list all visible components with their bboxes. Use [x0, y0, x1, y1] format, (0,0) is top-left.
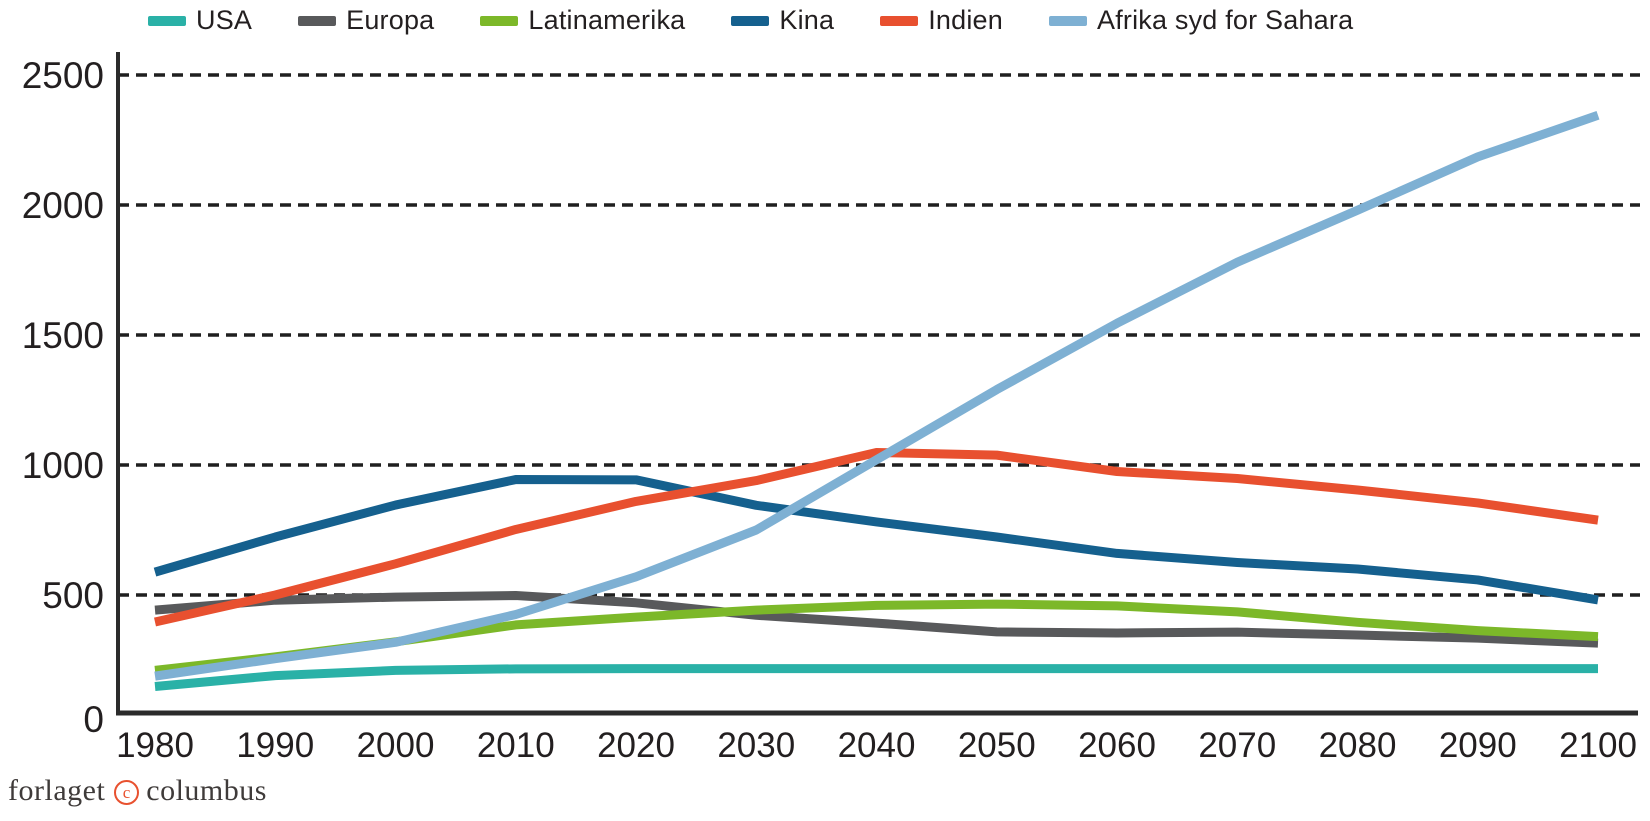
- x-axis-tick-label: 2100: [1559, 726, 1637, 765]
- legend-label: Indien: [928, 5, 1003, 35]
- legend-swatch: [880, 15, 919, 26]
- series-line-indien: [154, 448, 1599, 627]
- legend-item-latinamerika: Latinamerika: [480, 7, 685, 34]
- series-line-usa: [154, 664, 1598, 692]
- copyright-letter: c: [122, 782, 131, 802]
- legend-swatch: [731, 15, 770, 26]
- x-axis-tick-label: 2030: [717, 726, 795, 765]
- legend-label: Europa: [346, 5, 435, 35]
- legend-item-usa: USA: [148, 7, 252, 34]
- x-axis-tick-label: 2040: [838, 726, 916, 765]
- series-line-afrika-syd-for-sahara: [154, 111, 1600, 681]
- legend-item-kina: Kina: [731, 7, 834, 34]
- x-axis-tick-label: 2000: [357, 726, 435, 765]
- x-axis-tick-label: 2070: [1198, 726, 1276, 765]
- y-axis-tick-label: 1500: [22, 315, 104, 356]
- legend-label: USA: [196, 5, 253, 35]
- publisher-prefix: forlaget: [8, 774, 106, 807]
- copyright-icon: c: [114, 779, 140, 805]
- publisher-logo: forlaget c columbus: [8, 774, 267, 808]
- x-axis-tick-label: 1990: [236, 726, 314, 765]
- y-axis-tick-label: 2000: [22, 185, 104, 226]
- x-axis-tick-label: 2020: [597, 726, 675, 765]
- x-axis-tick-label: 2080: [1319, 726, 1397, 765]
- series-line-europa: [154, 591, 1599, 648]
- legend-item-afrika-syd-for-sahara: Afrika syd for Sahara: [1048, 5, 1354, 35]
- y-axis-tick-label: 500: [42, 575, 104, 616]
- y-axis-tick-label: 2500: [22, 55, 104, 96]
- legend-item-europa: Europa: [298, 7, 434, 34]
- legend-label: Latinamerika: [528, 5, 686, 35]
- publisher-suffix: columbus: [146, 774, 267, 807]
- legend-label: Kina: [779, 5, 835, 35]
- x-axis-tick-label: 2090: [1439, 726, 1517, 765]
- legend-label: Afrika syd for Sahara: [1096, 5, 1354, 35]
- legend-swatch: [298, 15, 337, 26]
- legend-swatch: [148, 15, 186, 26]
- legend-swatch: [480, 15, 519, 26]
- x-axis-tick-label: 2050: [958, 726, 1036, 765]
- y-axis-tick-label: 0: [83, 699, 104, 740]
- x-axis-tick-label: 1980: [116, 726, 194, 765]
- x-axis-tick-label: 2010: [477, 726, 555, 765]
- legend-item-indien: Indien: [880, 7, 1003, 34]
- y-axis-tick-label: 1000: [22, 445, 104, 486]
- chart-legend: USA Europa Latinamerika Kina Indien Afrika sy…: [148, 7, 1353, 34]
- x-axis-tick-label: 2060: [1078, 726, 1156, 765]
- legend-swatch: [1048, 15, 1087, 26]
- series-line-kina: [153, 475, 1599, 605]
